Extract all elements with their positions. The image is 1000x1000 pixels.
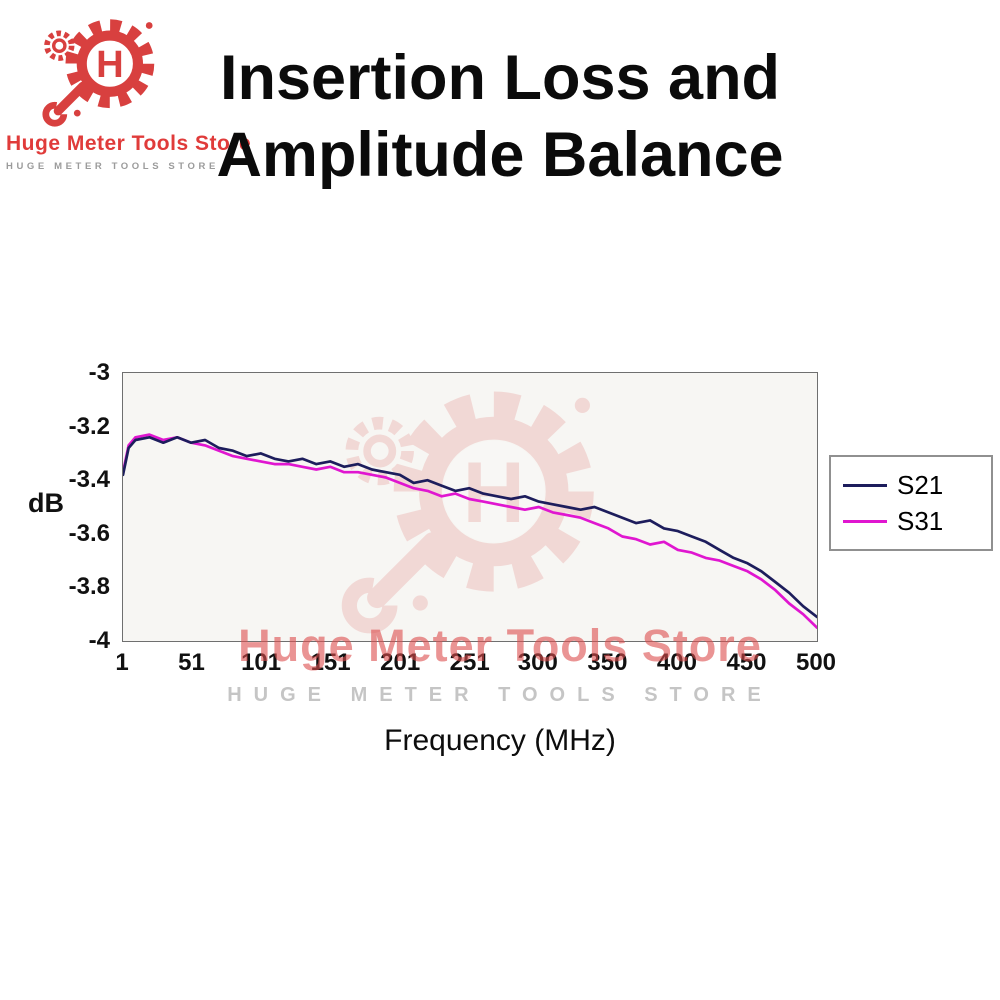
x-tick-label: 101 [241, 649, 282, 676]
y-axis-label: dB [28, 488, 64, 518]
x-axis-title: Frequency (MHz) [384, 724, 616, 757]
x-tick-label: 400 [656, 649, 697, 676]
series-s21-line [123, 435, 817, 619]
legend-label-s21: S21 [897, 469, 944, 500]
x-tick-label: 500 [795, 649, 837, 676]
x-axis-ticks: 1 51 101 151 201 251 300 350 400 450 500 [115, 649, 836, 679]
x-tick-label: 450 [726, 649, 767, 676]
plot-area [122, 372, 818, 642]
x-tick-label: 251 [449, 649, 490, 676]
y-tick-label: -3.2 [68, 412, 110, 440]
series-s31-line [123, 433, 817, 629]
chart-canvas [123, 433, 817, 629]
y-axis-ticks: -3 -3.2 -3.4 -3.6 -3.8 -4 [0, 359, 110, 654]
store-name: Huge Meter Tools Store [6, 132, 252, 155]
x-tick-label: 300 [517, 649, 558, 676]
legend: S21 S31 [829, 455, 993, 551]
legend-label-s31: S31 [897, 505, 944, 536]
y-tick-label: -3.8 [68, 573, 110, 601]
legend-item-s31: S31 [843, 503, 991, 539]
store-logo: Huge Meter Tools Store HUGE METER TOOLS … [6, 12, 266, 172]
y-tick-label: -3.4 [68, 466, 110, 494]
watermark-store-name-caps: HUGE METER TOOLS STORE [227, 684, 773, 706]
y-tick-label: -4 [88, 627, 110, 654]
y-tick-label: -3.6 [68, 519, 110, 547]
title-line-1: Insertion Loss and [219, 43, 781, 113]
title-line-2: Amplitude Balance [216, 120, 784, 190]
x-tick-label: 201 [380, 649, 421, 676]
x-tick-label: 51 [178, 649, 205, 676]
y-tick-label: -3 [88, 359, 110, 386]
x-tick-label: 151 [310, 649, 351, 676]
page-title: Insertion Loss and Amplitude Balance [0, 40, 1000, 194]
x-tick-label: 1 [115, 649, 129, 676]
x-tick-label: 350 [587, 649, 628, 676]
s21-line-swatch [843, 483, 887, 487]
s31-line-swatch [843, 519, 887, 523]
legend-item-s21: S21 [843, 467, 991, 503]
store-name-caps: HUGE METER TOOLS STORE [6, 161, 219, 172]
